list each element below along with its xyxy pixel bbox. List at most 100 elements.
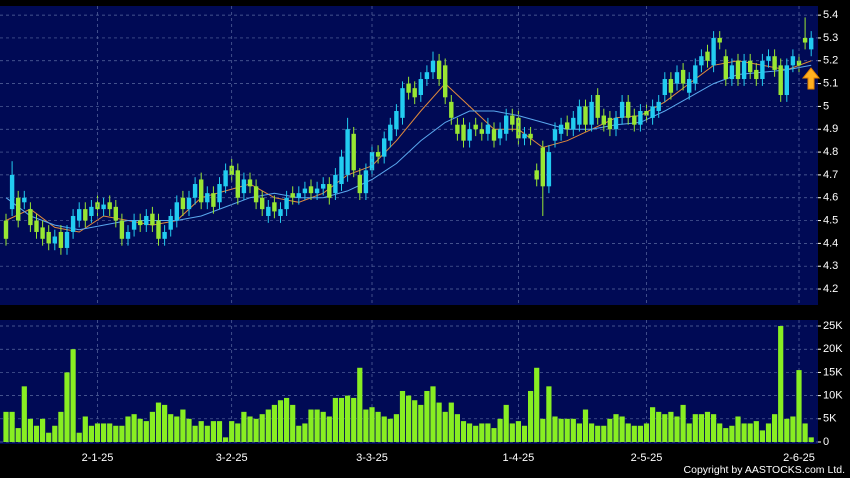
volume-bar xyxy=(509,423,515,442)
volume-bar xyxy=(723,428,729,442)
volume-bar xyxy=(418,404,424,442)
volume-bar xyxy=(332,397,338,442)
volume-bar xyxy=(338,397,345,442)
candle-body xyxy=(339,156,344,185)
candle-body xyxy=(583,106,588,125)
candle-body xyxy=(64,231,70,248)
volume-bar xyxy=(345,395,351,442)
volume-bar xyxy=(125,416,131,442)
volume-bar xyxy=(534,367,540,442)
volume-bar xyxy=(564,418,570,442)
volume-bar xyxy=(680,404,686,442)
candle-body xyxy=(101,204,106,210)
candle-body xyxy=(247,179,253,187)
volume-bar xyxy=(357,367,363,442)
candle-body xyxy=(589,101,594,125)
candle-body xyxy=(260,197,265,210)
candle-body xyxy=(424,72,430,80)
volume-bar xyxy=(558,418,564,442)
volume-bar xyxy=(88,425,94,442)
volume-bar xyxy=(204,425,210,442)
y-tick-label: 5.2 xyxy=(823,55,838,67)
volume-bar xyxy=(351,397,357,442)
volume-bar xyxy=(497,418,503,442)
volume-bar xyxy=(784,418,790,442)
volume-bar xyxy=(363,409,369,442)
y-tick-label: 4.7 xyxy=(823,169,838,181)
candle-body xyxy=(388,124,393,141)
x-tick-label: 3-3-25 xyxy=(356,452,388,464)
volume-bar xyxy=(326,416,332,442)
candle-body xyxy=(766,56,771,61)
volume-bar xyxy=(119,425,125,442)
candle-body xyxy=(180,197,186,210)
candle-body xyxy=(382,138,387,157)
volume-bar xyxy=(174,416,180,442)
volume-bar xyxy=(656,411,662,442)
volume-bar xyxy=(668,411,674,442)
candle-body xyxy=(430,60,436,73)
volume-bar xyxy=(625,423,631,442)
candle-body xyxy=(168,215,173,230)
volume-bar xyxy=(772,414,778,442)
marks: 4.2 4.3 4.4 4.5 4.6 4.7 4.8 4.9 5 5.1 5.2 5.3 5.4 2-1… xyxy=(0,6,843,464)
candle-body xyxy=(144,215,149,226)
volume-bar xyxy=(113,425,119,442)
x-tick-label: 3-2-25 xyxy=(216,452,248,464)
candle-body xyxy=(510,115,515,125)
candle-body xyxy=(741,60,747,80)
volume-bar xyxy=(711,414,717,442)
volume-bar xyxy=(277,400,284,442)
volume-bar xyxy=(107,423,113,442)
candle-body xyxy=(632,115,637,125)
volume-bar xyxy=(94,423,101,442)
candle-body xyxy=(613,117,619,130)
volume-bar xyxy=(406,395,412,442)
candle-body xyxy=(565,122,570,130)
candle-body xyxy=(436,60,442,80)
candle-body xyxy=(314,188,320,194)
y-tick-label: 4.9 xyxy=(823,123,838,135)
candle-body xyxy=(296,193,301,198)
volume-bar xyxy=(460,421,467,442)
candle-body xyxy=(241,179,247,194)
candle-body xyxy=(290,193,295,198)
candle-body xyxy=(52,236,57,244)
candle-body xyxy=(504,115,509,134)
volume-bar xyxy=(192,425,198,442)
volume-bar xyxy=(765,423,772,442)
candle-body xyxy=(522,133,527,139)
candle-body xyxy=(186,197,192,210)
candle-body xyxy=(266,206,271,216)
x-tick-label: 1-4-25 xyxy=(503,452,535,464)
candle-body xyxy=(308,186,314,194)
volume-bar xyxy=(674,416,680,442)
candle-body xyxy=(772,56,777,70)
candle-body xyxy=(778,65,783,96)
volume-bar xyxy=(412,400,418,442)
volume-bar xyxy=(607,418,613,442)
candle-body xyxy=(113,206,118,221)
candle-body xyxy=(784,65,789,96)
volume-bar xyxy=(9,411,15,442)
volume-bar xyxy=(802,423,808,442)
candle-body xyxy=(345,129,350,175)
candle-body xyxy=(174,202,179,221)
y-tick-label: 25K xyxy=(823,320,843,332)
candle-body xyxy=(601,115,606,125)
volume-bar xyxy=(436,402,442,442)
volume-bar xyxy=(308,409,314,442)
volume-bar xyxy=(296,425,302,442)
candle-body xyxy=(656,101,661,111)
volume-bar xyxy=(442,411,448,442)
candle-body xyxy=(796,60,802,66)
candle-body xyxy=(302,188,308,194)
candle-body xyxy=(28,209,33,226)
volume-bar xyxy=(503,404,509,442)
y-tick-label: 4.6 xyxy=(823,192,838,204)
volume-bar xyxy=(399,390,406,442)
candle-body xyxy=(674,72,680,84)
volume-bar xyxy=(540,418,546,442)
volume-bar xyxy=(149,411,155,442)
